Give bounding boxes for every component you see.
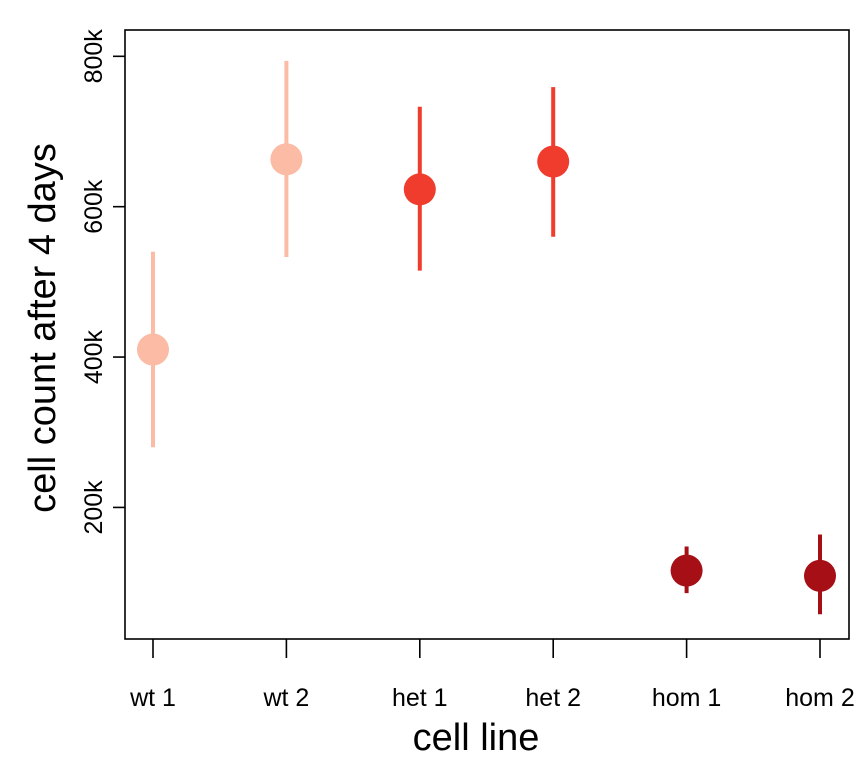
data-point: [270, 143, 303, 176]
data-point: [137, 333, 169, 366]
y-axis: 200k 400k 600k 800k: [80, 29, 125, 535]
x-tick-label: wt 2: [262, 684, 309, 712]
x-tick-label: het 1: [392, 684, 448, 712]
y-tick-label: 800k: [80, 29, 108, 84]
x-tick-label: het 2: [525, 684, 581, 712]
y-tick-label: 400k: [80, 329, 108, 384]
x-axis-title: cell line: [413, 717, 540, 757]
x-tick-label: hom 1: [652, 684, 721, 712]
plot-frame: [124, 29, 850, 640]
y-axis-title: cell count after 4 days: [22, 143, 64, 513]
data-point: [804, 559, 836, 592]
x-tick-label: wt 1: [129, 684, 176, 712]
data-point: [403, 173, 436, 206]
data-point: [670, 554, 703, 587]
x-tick-label: hom 2: [785, 684, 854, 712]
x-axis: wt 1 wt 2 het 1 het 2 hom 1 hom 2: [129, 639, 855, 712]
data-point: [537, 145, 570, 178]
y-tick-label: 600k: [80, 179, 108, 234]
y-tick-label: 200k: [80, 480, 108, 535]
data-points: [137, 60, 836, 615]
